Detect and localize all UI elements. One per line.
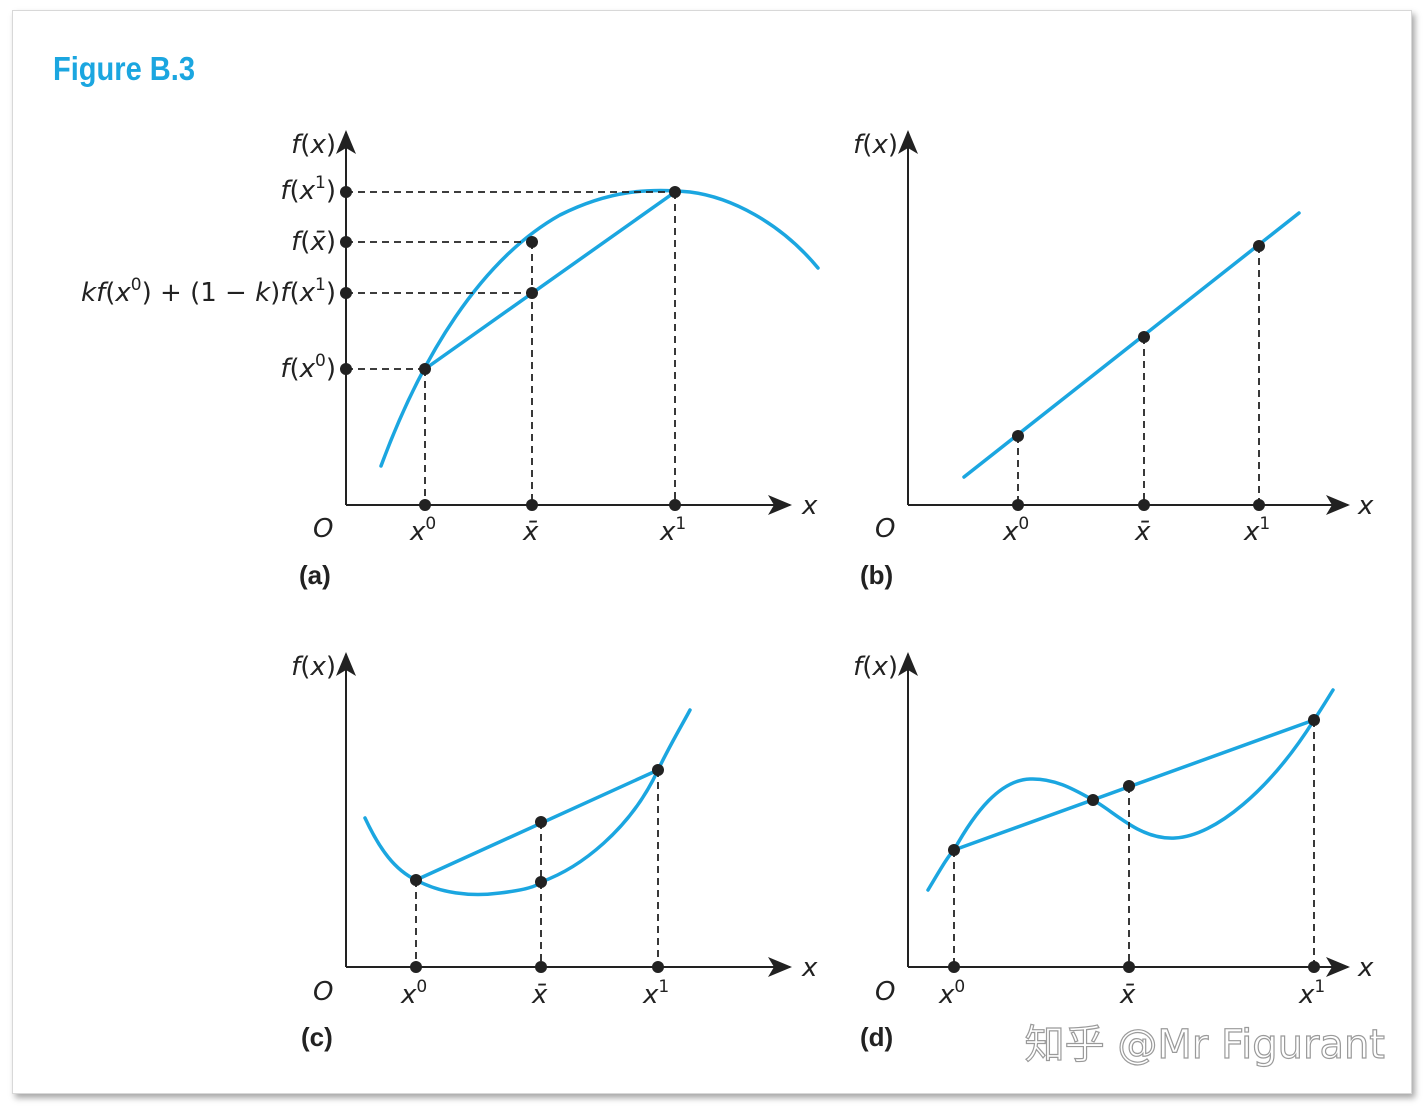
panel-d-point — [1308, 714, 1320, 726]
panel-d-point — [1123, 780, 1135, 792]
watermark: 知乎 @Mr Figurant — [1025, 1022, 1385, 1068]
panel-d-x-axis-label: x — [1357, 953, 1374, 983]
panel-c-point — [410, 874, 422, 886]
panel-c-point — [652, 961, 664, 973]
panel-b-tick-x0: x0 — [1002, 514, 1029, 547]
panel-a-origin-label: O — [313, 514, 333, 544]
panel-c-x-axis-label: x — [801, 953, 818, 983]
panel-c-point — [535, 961, 547, 973]
panel-d: f(x) x O x0 x̄ x1 (d) — [853, 652, 1374, 1052]
panel-d-tick-x0: x0 — [938, 977, 965, 1010]
panel-a-point — [419, 363, 431, 375]
panel-a-tick-x1: x1 — [659, 514, 686, 547]
panel-a-x-axis-label: x — [801, 491, 818, 521]
panel-d-point — [1308, 961, 1320, 973]
panel-c-label: (c) — [301, 1022, 333, 1052]
panel-c-tick-x0: x0 — [400, 977, 427, 1010]
panel-a-y-axis-label: f(x) — [291, 130, 336, 160]
panel-a-point — [340, 287, 352, 299]
panel-a-tick-xbar: x̄ — [522, 517, 539, 547]
panel-c-point — [535, 816, 547, 828]
panel-d-point — [1087, 794, 1099, 806]
panel-b-label: (b) — [860, 560, 893, 590]
panel-b-point — [1253, 240, 1265, 252]
panel-b: f(x) x O x0 x̄ x1 (b) — [853, 130, 1374, 590]
panel-c-origin-label: O — [313, 977, 333, 1007]
figure-title: Figure B.3 — [53, 50, 195, 87]
panel-a-point — [526, 287, 538, 299]
panel-d-tick-xbar: x̄ — [1119, 980, 1136, 1010]
panel-d-origin-label: O — [875, 977, 895, 1007]
panel-c-convex-curve — [363, 708, 692, 897]
panel-a-point — [526, 499, 538, 511]
panel-c-point — [535, 876, 547, 888]
panel-a-tick-combination: kf(x0) + (1 − k)f(x1) — [81, 275, 336, 308]
panel-b-origin-label: O — [875, 514, 895, 544]
panel-c-y-axis-label: f(x) — [291, 652, 336, 682]
panel-b-point — [1138, 499, 1150, 511]
panel-b-point — [1138, 331, 1150, 343]
panel-d-label: (d) — [860, 1022, 893, 1052]
panel-a: f(x) x O f(x1) f(x̄) kf(x0) + (1 − k)f(x… — [81, 130, 820, 590]
panel-a-point — [526, 236, 538, 248]
panel-b-tick-x1: x1 — [1243, 514, 1270, 547]
panel-a-chord — [423, 190, 677, 371]
panel-b-point — [1253, 499, 1265, 511]
panel-a-point — [340, 363, 352, 375]
figure-frame — [12, 10, 1412, 1094]
panel-b-point — [1012, 430, 1024, 442]
panel-d-tick-x1: x1 — [1298, 977, 1325, 1010]
panel-c-tick-x1: x1 — [642, 977, 669, 1010]
panel-b-x-axis-label: x — [1357, 491, 1374, 521]
panel-d-point — [1123, 961, 1135, 973]
panel-a-label: (a) — [299, 560, 331, 590]
panel-b-tick-xbar: x̄ — [1134, 517, 1151, 547]
panel-a-tick-f-xbar: f(x̄) — [291, 227, 336, 257]
panel-b-y-axis-label: f(x) — [853, 130, 898, 160]
panel-a-point — [669, 499, 681, 511]
panel-c-point — [410, 961, 422, 973]
panel-c-point — [652, 764, 664, 776]
panel-d-point — [948, 961, 960, 973]
panel-a-concave-curve — [379, 188, 820, 468]
panel-d-y-axis-label: f(x) — [853, 652, 898, 682]
panel-a-tick-f-x1: f(x1) — [280, 173, 336, 206]
panel-d-point — [948, 844, 960, 856]
panel-a-tick-x0: x0 — [409, 514, 436, 547]
panel-a-point — [669, 186, 681, 198]
panel-a-point — [419, 499, 431, 511]
panel-a-tick-f-x0: f(x0) — [280, 351, 336, 384]
panel-c: f(x) x O x0 x̄ x1 (c) — [291, 652, 818, 1052]
panel-c-tick-xbar: x̄ — [531, 980, 548, 1010]
panel-d-wavy-curve — [926, 688, 1335, 892]
panel-b-point — [1012, 499, 1024, 511]
panel-a-point — [340, 186, 352, 198]
panel-a-point — [340, 236, 352, 248]
